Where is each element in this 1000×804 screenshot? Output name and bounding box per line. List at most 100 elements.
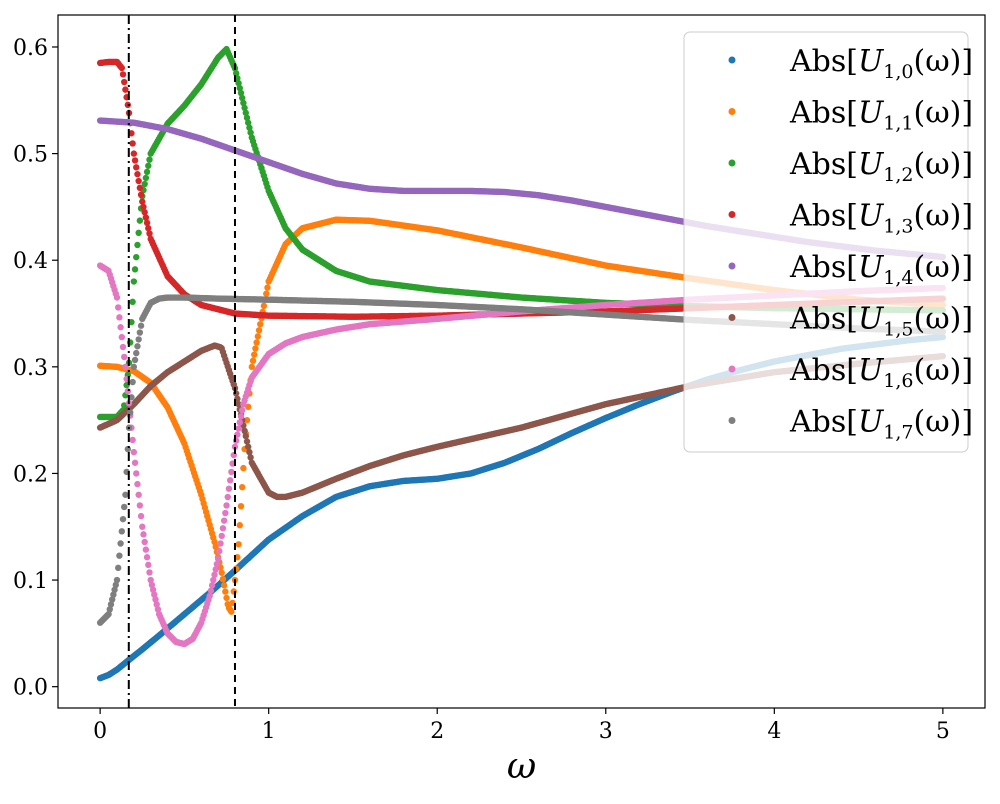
series-2-point [137,217,143,223]
series-1-point [253,339,259,345]
series-6-point [225,494,231,500]
series-7-point [115,565,121,571]
series-1-point [250,358,256,364]
series-6-point [138,513,144,519]
series-7-point [119,528,125,534]
series-1-point [256,327,262,333]
series-5-point [246,449,252,455]
series-2-point [132,266,138,272]
series-6-point [209,582,215,588]
series-3-point [122,86,128,92]
series-6-point [208,588,214,594]
series-1-point [228,608,234,614]
series-3-point [120,71,126,77]
series-6-point [211,572,217,578]
series-3-point [129,140,135,146]
series-6-point [140,531,146,537]
series-1-point [235,541,241,547]
series-6-point [216,548,222,554]
series-6-point [137,502,143,508]
series-6-point [233,438,239,444]
series-3-point [141,209,147,215]
series-1-point [238,503,244,509]
series-1-point [240,465,246,471]
series-6-point [133,470,139,476]
series-6-point [228,469,234,475]
series-6-point [217,540,223,546]
series-2-point [129,299,135,305]
series-7-point [137,329,143,335]
series-1-point [239,484,245,490]
series-6-point [237,419,243,425]
series-7-point [138,323,144,329]
series-6-point [144,554,150,560]
series-6-point [125,388,131,394]
series-1-point [220,576,226,582]
series-1-point [231,588,237,594]
series-5-point [241,428,247,434]
series-6-point [119,334,125,340]
series-3-point [139,198,145,204]
series-1-point [263,291,269,297]
series-1-point [257,321,263,327]
series-6-point [143,546,149,552]
series-2-point [135,230,141,236]
series-7-point [122,492,128,498]
series-7-point [129,379,135,385]
series-7-point [131,364,137,370]
series-6-point [219,533,225,539]
series-6-point [121,354,127,360]
series-1-point [237,522,243,528]
series-3-point [145,225,151,231]
series-7-point [114,577,120,583]
series-3-point [135,178,141,184]
series-6-point [223,502,229,508]
series-6-point [238,413,244,419]
series-1-point [221,582,227,588]
series-1-point [251,351,257,357]
series-6-point [231,452,237,458]
series-6-point [235,425,241,431]
series-3-point [143,214,149,220]
series-5-point [243,433,249,439]
series-1-point [219,570,225,576]
series-3-point [121,79,127,85]
series-1-point [222,588,228,594]
series-6-point [131,449,137,455]
series-7-point [134,343,140,349]
series-3-point [119,65,125,71]
series-6-point [129,437,135,443]
series-6-point [145,562,151,568]
series-1-point [223,595,229,601]
series-2-point [131,278,137,284]
series-1-point [233,565,239,571]
series-6-point [239,407,245,413]
series-3-point [132,157,138,163]
series-2-point [134,242,140,248]
series-3-point [137,185,143,191]
series-3-point [140,204,146,210]
series-7-point [135,336,141,342]
series-5-point [245,444,251,450]
series-1-point [255,333,261,339]
series-6-point [226,485,232,491]
series-3-point [138,192,144,198]
series-6-point [120,344,126,350]
series-6-point [227,477,233,483]
series-1-point [252,345,258,351]
series-6-point [117,324,123,330]
series-6-point [146,569,152,575]
series-5-point [247,454,253,460]
series-2-point [133,254,139,260]
series-3-point [131,150,137,156]
series-6-point [213,566,219,572]
series-6-point [115,304,121,310]
series-1-point [261,303,267,309]
series-5-point [244,438,250,444]
series-6-point [214,561,220,567]
series-2-point [145,163,151,169]
series-6-point [215,556,221,562]
series-6-point [221,517,227,523]
